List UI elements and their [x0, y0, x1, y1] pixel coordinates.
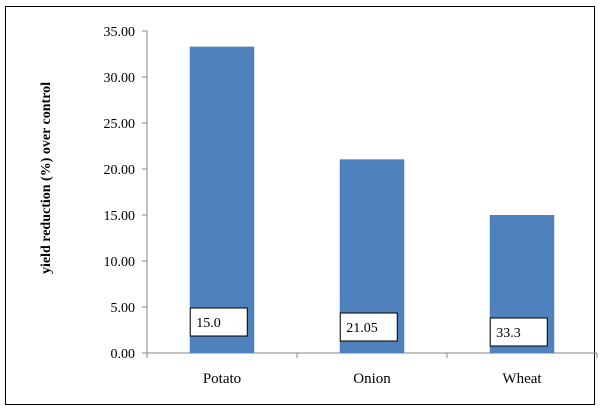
- data-label-box: [489, 317, 548, 347]
- y-tick-label: 30.00: [104, 71, 136, 86]
- x-tick-label: Wheat: [502, 371, 542, 387]
- x-tick-label: Onion: [353, 371, 391, 387]
- y-tick-label: 15.00: [104, 209, 136, 224]
- data-label: 15.0: [196, 316, 221, 331]
- y-tick-label: 5.00: [111, 301, 136, 316]
- data-label-box: [189, 307, 248, 337]
- y-tick-label: 10.00: [104, 255, 136, 270]
- bars: [189, 46, 555, 353]
- bar-potato: [189, 46, 255, 353]
- data-label: 21.05: [346, 321, 378, 336]
- y-tick-label: 20.00: [104, 163, 136, 178]
- y-axis: 0.00 5.00 10.00 15.00 20.00 25.00 30.00 35.00: [104, 25, 148, 362]
- data-label: 33.3: [496, 326, 521, 341]
- y-axis-label: yield reduction (%) over control: [39, 82, 54, 274]
- y-tick-label: 35.00: [104, 25, 136, 40]
- x-tick-label: Potato: [203, 371, 241, 387]
- y-tick-label: 0.00: [111, 347, 136, 362]
- y-tick-label: 25.00: [104, 117, 136, 132]
- x-axis: Potato Onion Wheat: [146, 352, 598, 387]
- data-labels: 15.0 21.05 33.3: [189, 307, 548, 347]
- data-label-box: [339, 312, 398, 342]
